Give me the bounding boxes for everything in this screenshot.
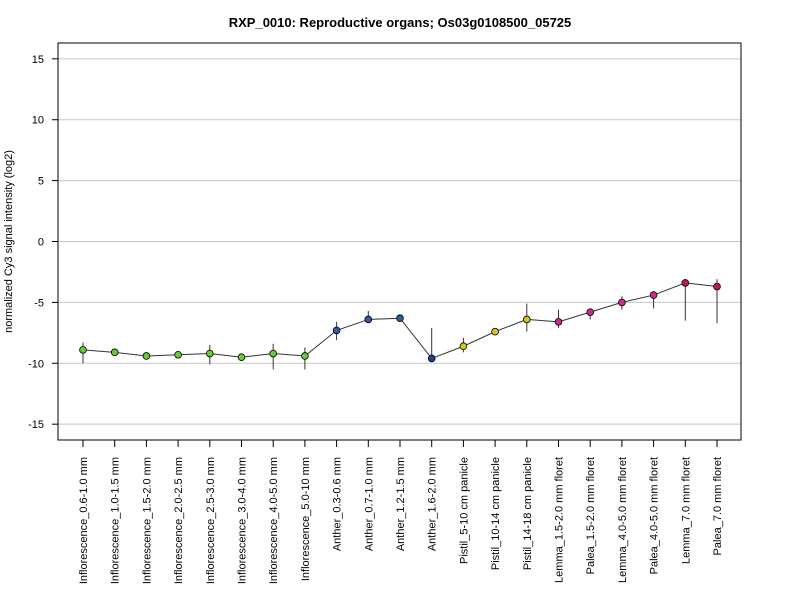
x-tick-label: Pistil_14-18 cm panicle xyxy=(522,457,534,570)
x-tick-label: Pistil_10-14 cm panicle xyxy=(490,457,502,570)
data-point xyxy=(237,353,246,361)
data-point xyxy=(618,298,626,307)
data-point xyxy=(142,352,151,360)
x-tick-label: Palea_4.0-5.0 mm floret xyxy=(649,457,661,574)
data-point xyxy=(79,346,87,354)
x-tick-label: Lemma_1.5-2.0 mm floret xyxy=(554,457,566,583)
y-tick-label: 10 xyxy=(32,115,44,127)
x-tick-label: Anther_1.2-1.5 mm xyxy=(395,457,407,551)
data-point xyxy=(396,314,404,323)
x-tick-label: Inflorescence_1.5-2.0 mm xyxy=(141,457,153,584)
data-point xyxy=(427,354,436,363)
x-tick-label: Anther_1.6-2.0 mm xyxy=(427,457,439,551)
x-tick-label: Inflorescence_4.0-5.0 mm xyxy=(268,457,280,584)
data-point xyxy=(491,327,499,336)
x-tick-label: Lemma_4.0-5.0 mm floret xyxy=(617,457,629,583)
chart-title: RXP_0010: Reproductive organs; Os03g0108… xyxy=(229,15,572,30)
x-tick-label: Anther_0.7-1.0 mm xyxy=(363,457,375,551)
data-point xyxy=(681,279,690,287)
x-tick-label: Inflorescence_5.0-10 mm xyxy=(300,457,312,581)
x-tick-label: Inflorescence_1.0-1.5 mm xyxy=(110,457,122,584)
data-point xyxy=(110,348,119,357)
y-tick-label: 5 xyxy=(38,176,44,188)
y-tick-label: -5 xyxy=(34,297,44,309)
data-point xyxy=(522,315,531,324)
x-tick-label: Inflorescence_0.6-1.0 mm xyxy=(78,457,90,584)
data-point xyxy=(459,342,468,351)
data-point xyxy=(332,326,341,335)
x-tick-label: Pistil_5-10 cm panicle xyxy=(458,457,470,564)
x-tick-label: Anther_0.3-0.6 mm xyxy=(332,457,344,551)
y-tick-label: 0 xyxy=(38,237,44,249)
data-point xyxy=(301,352,309,360)
x-tick-label: Inflorescence_3.0-4.0 mm xyxy=(237,457,249,584)
y-tick-label: -15 xyxy=(28,419,44,431)
x-tick-label: Inflorescence_2.5-3.0 mm xyxy=(205,457,217,584)
data-point xyxy=(554,318,563,326)
y-axis-label: normalized Cy3 signal intensity (log2) xyxy=(3,150,15,333)
y-tick-label: -10 xyxy=(28,358,44,370)
series xyxy=(79,279,721,370)
grid-lines xyxy=(58,58,741,425)
x-axis: Inflorescence_0.6-1.0 mm Inflorescence_1.… xyxy=(78,440,724,584)
data-point xyxy=(364,315,373,324)
x-tick-label: Lemma_7.0 mm floret xyxy=(680,457,692,564)
y-tick-label: 15 xyxy=(32,54,44,66)
data-point xyxy=(649,291,658,299)
data-point xyxy=(206,349,214,358)
data-point xyxy=(586,308,594,316)
x-tick-label: Palea_7.0 mm floret xyxy=(712,457,724,555)
x-tick-label: Inflorescence_2.0-2.5 mm xyxy=(173,457,185,584)
data-point xyxy=(713,282,721,291)
y-axis: -15 -10 -5 0 5 10 15 xyxy=(28,54,58,431)
data-point xyxy=(174,350,182,359)
data-point xyxy=(269,349,278,358)
x-tick-label: Palea_1.5-2.0 mm floret xyxy=(585,457,597,574)
